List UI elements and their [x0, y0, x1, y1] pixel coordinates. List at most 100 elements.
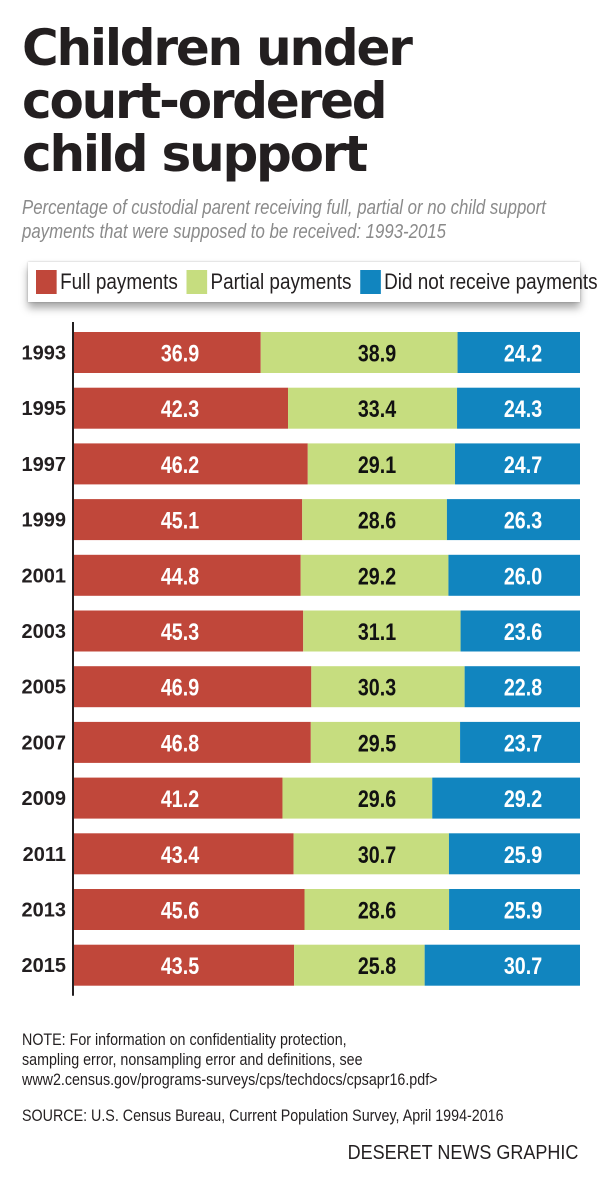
data-label: 28.6	[358, 897, 396, 924]
bar-segment	[307, 443, 456, 485]
bar-segment	[74, 610, 304, 652]
bar-segment	[282, 777, 433, 819]
y-tick-label: 2001	[22, 565, 67, 587]
bar-segment	[74, 554, 301, 596]
bar-segment	[74, 443, 308, 485]
data-label: 33.4	[358, 395, 397, 422]
bar-segment	[74, 721, 311, 763]
data-label: 44.8	[161, 562, 199, 589]
note-line: sampling error, nonsampling error and de…	[22, 1050, 363, 1069]
data-label: 22.8	[504, 674, 542, 701]
data-label: 23.7	[504, 730, 542, 757]
y-tick-label: 1999	[22, 510, 67, 532]
bar-segment	[302, 499, 447, 541]
subtitle-line: payments that were supposed to be receiv…	[22, 221, 447, 243]
bar-segment	[455, 443, 580, 485]
bar-segment	[448, 554, 580, 596]
legend-item-full: Full payments	[36, 269, 178, 295]
legend-swatch-none	[360, 270, 381, 294]
note-line: NOTE: For information on confidentiality…	[22, 1030, 347, 1049]
data-label: 24.2	[504, 340, 542, 367]
bar-segment	[424, 944, 580, 986]
data-label: 41.2	[161, 785, 199, 812]
data-label: 24.7	[504, 451, 542, 478]
data-label: 30.7	[504, 952, 542, 979]
bar-segment	[457, 332, 580, 373]
subtitle-line: Percentage of custodial parent receiving…	[22, 197, 546, 219]
title-line: court-ordered	[22, 72, 388, 130]
y-tick-label: 2011	[23, 844, 66, 866]
bar-segment	[74, 387, 289, 429]
bar-segment	[293, 833, 449, 875]
data-label: 26.3	[504, 507, 542, 534]
bar-segment	[74, 777, 283, 819]
legend-item-none: Did not receive payments	[360, 269, 598, 295]
graphic-credit: DESERET NEWS GRAPHIC	[347, 1142, 578, 1164]
data-label: 43.4	[161, 841, 200, 868]
data-label: 26.0	[504, 562, 542, 589]
bar-segment	[449, 889, 580, 930]
bar-segment	[74, 889, 305, 930]
chart-title: Children under court-ordered child suppo…	[22, 19, 413, 183]
bar-segment	[260, 332, 458, 373]
data-label: 25.9	[504, 841, 542, 868]
footnote: NOTE: For information on confidentiality…	[22, 1030, 438, 1090]
bar-segment	[464, 666, 580, 708]
data-label: 29.5	[358, 730, 396, 757]
data-label: 29.6	[358, 785, 396, 812]
data-label: 42.3	[161, 395, 199, 422]
bar-segment	[446, 499, 580, 541]
bar-segment	[288, 387, 458, 429]
data-label: 25.8	[358, 952, 396, 979]
title-line: child support	[22, 125, 368, 183]
y-tick-label: 1995	[22, 398, 67, 420]
bar-segment	[310, 721, 461, 763]
data-label: 38.9	[358, 340, 396, 367]
y-tick-label: 2005	[22, 677, 67, 699]
source-line: SOURCE: U.S. Census Bureau, Current Popu…	[22, 1106, 504, 1125]
bar-segment	[74, 332, 261, 373]
bar-segment	[294, 944, 425, 986]
bar-segment	[457, 387, 580, 429]
data-label: 43.5	[161, 952, 199, 979]
data-label: 46.9	[161, 674, 199, 701]
bar-segment	[74, 944, 295, 986]
bar-segment	[460, 610, 580, 652]
data-label: 46.8	[161, 730, 199, 757]
bar-segment	[304, 889, 450, 930]
chart-subtitle: Percentage of custodial parent receiving…	[22, 196, 546, 244]
y-tick-label: 1993	[22, 343, 67, 365]
y-tick-label: 2003	[22, 621, 67, 643]
legend-label: Did not receive payments	[384, 269, 598, 294]
data-label: 46.2	[161, 451, 199, 478]
data-label: 31.1	[358, 618, 396, 645]
data-label: 28.6	[358, 507, 396, 534]
bar-segment	[74, 666, 312, 708]
legend-label: Full payments	[60, 269, 178, 294]
y-tick-label: 2013	[22, 900, 67, 922]
data-label: 23.6	[504, 618, 542, 645]
stacked-bar-chart: 1993 36.9 38.9 24.2 1995 42.3 33.4 24.3 1997 46.2…	[22, 322, 580, 996]
data-label: 45.3	[161, 618, 199, 645]
data-label: 45.6	[161, 897, 199, 924]
data-label: 24.3	[504, 395, 542, 422]
legend-swatch-full	[36, 270, 57, 294]
data-label: 29.1	[358, 451, 396, 478]
legend: Full payments Partial payments Did not r…	[28, 262, 598, 302]
data-label: 25.9	[504, 897, 542, 924]
data-label: 30.7	[358, 841, 396, 868]
y-tick-label: 1997	[22, 454, 67, 476]
y-tick-label: 2009	[22, 788, 67, 810]
note-line: www2.census.gov/programs-surveys/cps/tec…	[22, 1070, 438, 1089]
y-tick-label: 2015	[22, 955, 67, 977]
data-label: 30.3	[358, 674, 396, 701]
legend-label: Partial payments	[210, 269, 352, 294]
bar-segment	[300, 554, 449, 596]
title-line: Children under	[22, 19, 413, 77]
data-label: 29.2	[358, 562, 396, 589]
bar-segment	[303, 610, 461, 652]
bar-segment	[311, 666, 465, 708]
bar-segment	[460, 721, 580, 763]
y-tick-label: 2007	[22, 732, 67, 754]
bar-segment	[74, 833, 294, 875]
